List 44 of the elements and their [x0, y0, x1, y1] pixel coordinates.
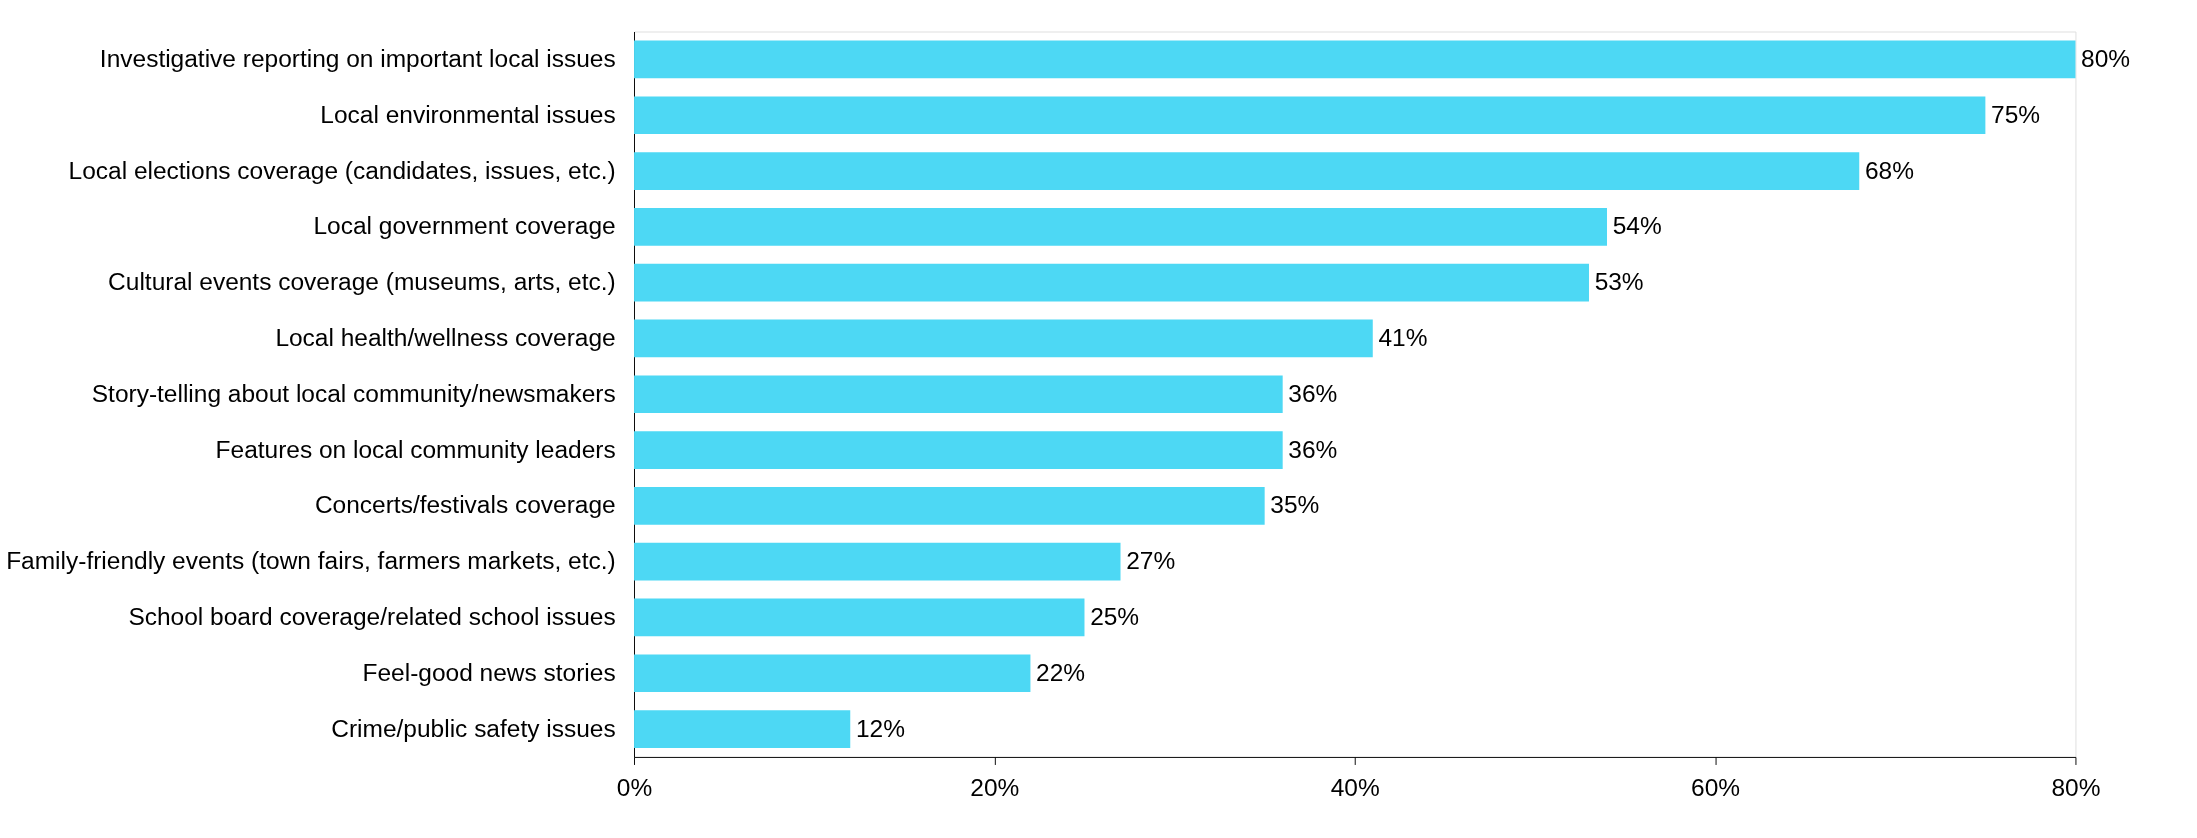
x-tick-label: 40%	[1330, 774, 1380, 802]
bar	[634, 96, 1986, 135]
y-tick-label: Features on local community leaders	[215, 435, 616, 463]
data-label: 35%	[1270, 491, 1320, 519]
y-tick-label: Concerts/festivals coverage	[314, 491, 616, 519]
bar	[634, 710, 851, 748]
y-tick-label: Local elections coverage (candidates, issues, etc.)	[68, 156, 616, 184]
y-tick-label: Local health/wellness coverage	[275, 323, 616, 351]
data-label: 54%	[1612, 212, 1662, 240]
data-label: 68%	[1864, 156, 1914, 184]
x-tick-label: 80%	[2051, 774, 2101, 802]
bar	[634, 152, 1860, 190]
x-tick-label: 20%	[970, 774, 1020, 802]
bar	[634, 598, 1085, 637]
data-label: 36%	[1288, 379, 1338, 407]
bar	[634, 40, 2076, 79]
bar	[634, 542, 1121, 581]
bar	[634, 487, 1265, 525]
data-label: 41%	[1378, 323, 1428, 351]
data-label: 12%	[855, 714, 905, 742]
x-tick-label: 0%	[616, 774, 653, 802]
data-label: 22%	[1036, 658, 1086, 686]
y-tick-label: Investigative reporting on important local issues	[99, 44, 616, 72]
bar	[634, 431, 1283, 469]
bar	[634, 263, 1589, 302]
y-tick-label: Local environmental issues	[320, 100, 616, 128]
data-label: 36%	[1288, 435, 1338, 463]
y-tick-label: Family-friendly events (town fairs, farmers markets, etc.)	[6, 547, 616, 575]
data-label: 53%	[1594, 268, 1644, 296]
data-label: 75%	[1991, 100, 2041, 128]
y-tick-label: Crime/public safety issues	[331, 714, 616, 742]
y-tick-label: Cultural events coverage (museums, arts, etc.)	[108, 268, 616, 296]
data-label: 27%	[1126, 547, 1176, 575]
bar	[634, 375, 1283, 414]
y-tick-label: Feel-good news stories	[362, 658, 616, 686]
y-tick-label: Story-telling about local community/newsmakers	[91, 379, 616, 407]
y-tick-label: School board coverage/related school issues	[128, 602, 616, 630]
bar	[634, 654, 1031, 693]
data-label: 25%	[1090, 602, 1140, 630]
data-label: 80%	[2081, 44, 2131, 72]
y-tick-label: Local government coverage	[313, 212, 616, 240]
bar	[634, 208, 1607, 246]
x-tick-label: 60%	[1691, 774, 1741, 802]
bar	[634, 319, 1373, 358]
